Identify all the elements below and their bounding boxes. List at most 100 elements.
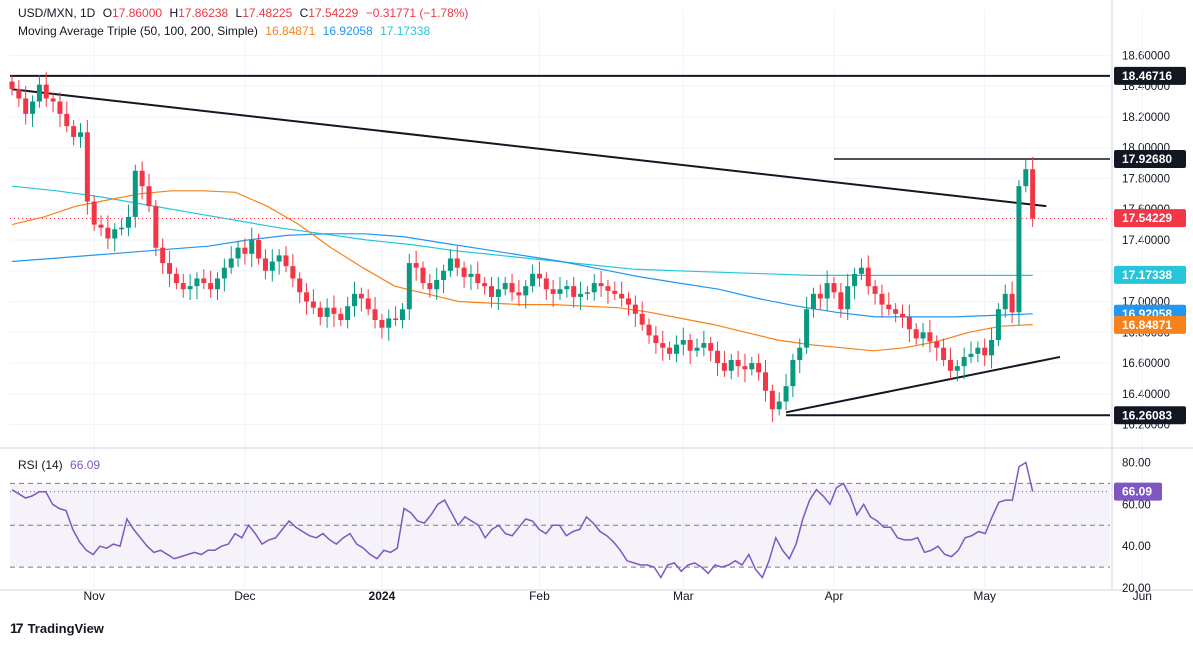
- candle-down: [893, 309, 899, 314]
- candle-down: [475, 273, 481, 284]
- candle-down: [509, 283, 515, 293]
- time-tick-label: Apr: [825, 589, 844, 603]
- candle-up: [125, 216, 131, 228]
- candle-up: [797, 347, 803, 360]
- time-tick-label: Jun: [1133, 589, 1152, 603]
- candle-down: [304, 292, 310, 302]
- rsi-tick-label: 20.00: [1122, 583, 1151, 595]
- price-label-text: 17.54229: [1122, 211, 1172, 225]
- candle-down: [84, 132, 90, 202]
- ma-legend: Moving Average Triple (50, 100, 200, Sim…: [18, 24, 434, 38]
- descending-trendline: [11, 88, 1047, 208]
- candle-down: [550, 289, 556, 294]
- candle-up: [968, 353, 974, 357]
- price-tick-label: 16.40000: [1122, 389, 1170, 401]
- candle-up: [680, 340, 686, 345]
- candle-up: [78, 132, 83, 137]
- candle-up: [961, 356, 967, 367]
- candle-up: [434, 280, 440, 290]
- candle-up: [269, 261, 275, 271]
- rsi-tick-label: 40.00: [1122, 541, 1151, 553]
- candle-down: [454, 258, 460, 268]
- candle-down: [365, 298, 371, 310]
- candle-up: [1016, 186, 1022, 313]
- candle-up: [564, 286, 570, 290]
- candle-down: [153, 206, 159, 248]
- candle-down: [619, 293, 625, 299]
- candle-up: [249, 240, 255, 254]
- ohlc-legend: USD/MXN, 1D O17.86000 H17.86238 L17.4822…: [18, 6, 469, 20]
- candle-down: [167, 263, 173, 274]
- candle-down: [420, 267, 426, 284]
- candle-up: [235, 247, 241, 259]
- candle-up: [783, 386, 789, 402]
- candle-down: [489, 286, 494, 297]
- candles: [9, 72, 1036, 423]
- change-value: −0.31771 (−1.78%): [365, 6, 469, 20]
- candle-up: [989, 340, 995, 356]
- price-label-text: 18.46716: [1122, 69, 1172, 83]
- candle-up: [194, 278, 200, 287]
- candle-down: [317, 307, 323, 317]
- rsi-line: [11, 461, 1034, 579]
- candle-down: [482, 283, 488, 287]
- candle-down: [667, 347, 673, 354]
- candle-down: [1030, 169, 1036, 219]
- candle-up: [386, 318, 392, 328]
- candle-down: [687, 340, 693, 351]
- candle-down: [91, 201, 97, 225]
- rsi-title[interactable]: RSI (14): [18, 458, 63, 472]
- candle-down: [632, 304, 638, 314]
- candle-down: [913, 329, 919, 339]
- candle-down: [900, 313, 905, 317]
- candle-down: [598, 283, 604, 287]
- price-tick-label: 18.20000: [1122, 112, 1170, 124]
- candle-up: [502, 283, 508, 290]
- candle-down: [626, 298, 631, 305]
- candle-down: [338, 313, 344, 320]
- candle-down: [872, 286, 878, 294]
- candle-down: [358, 293, 364, 299]
- time-tick-label: Dec: [234, 589, 255, 603]
- candle-up: [804, 309, 810, 348]
- price-tick-label: 17.80000: [1122, 173, 1170, 185]
- candle-down: [934, 341, 940, 348]
- candle-down: [879, 293, 885, 305]
- candle-up: [790, 360, 796, 387]
- candle-up: [776, 401, 782, 410]
- candle-down: [941, 347, 947, 360]
- price-tick-label: 16.60000: [1122, 358, 1170, 370]
- candle-up: [975, 347, 981, 354]
- candle-down: [413, 263, 419, 268]
- candle-down: [139, 170, 145, 187]
- tradingview-logo-icon: 17: [10, 620, 24, 636]
- candle-down: [201, 278, 207, 284]
- symbol-label[interactable]: USD/MXN, 1D: [18, 6, 96, 20]
- candle-up: [187, 286, 193, 290]
- candle-down: [23, 98, 29, 114]
- candle-down: [43, 84, 49, 99]
- ascending-trendline: [785, 355, 1061, 414]
- candle-down: [516, 292, 522, 296]
- ma-title[interactable]: Moving Average Triple (50, 100, 200, Sim…: [18, 24, 258, 38]
- candle-up: [352, 293, 357, 307]
- price-label-text: 17.92680: [1122, 152, 1172, 166]
- candle-down: [947, 360, 953, 371]
- low-value: 17.48225: [242, 6, 293, 20]
- rsi-tick-label: 60.00: [1122, 499, 1151, 511]
- candle-up: [324, 307, 330, 317]
- candle-down: [105, 227, 111, 239]
- candle-down: [461, 267, 467, 277]
- candle-down: [646, 324, 652, 336]
- candle-down: [297, 278, 303, 293]
- candle-up: [694, 347, 700, 351]
- candle-down: [160, 247, 166, 264]
- tradingview-logo[interactable]: 17 TradingView: [10, 620, 104, 636]
- candle-down: [817, 293, 823, 299]
- candle-down: [208, 283, 214, 290]
- candle-down: [756, 363, 762, 373]
- candle-down: [98, 224, 104, 228]
- candle-down: [146, 186, 152, 207]
- ma50-line: [11, 190, 1033, 352]
